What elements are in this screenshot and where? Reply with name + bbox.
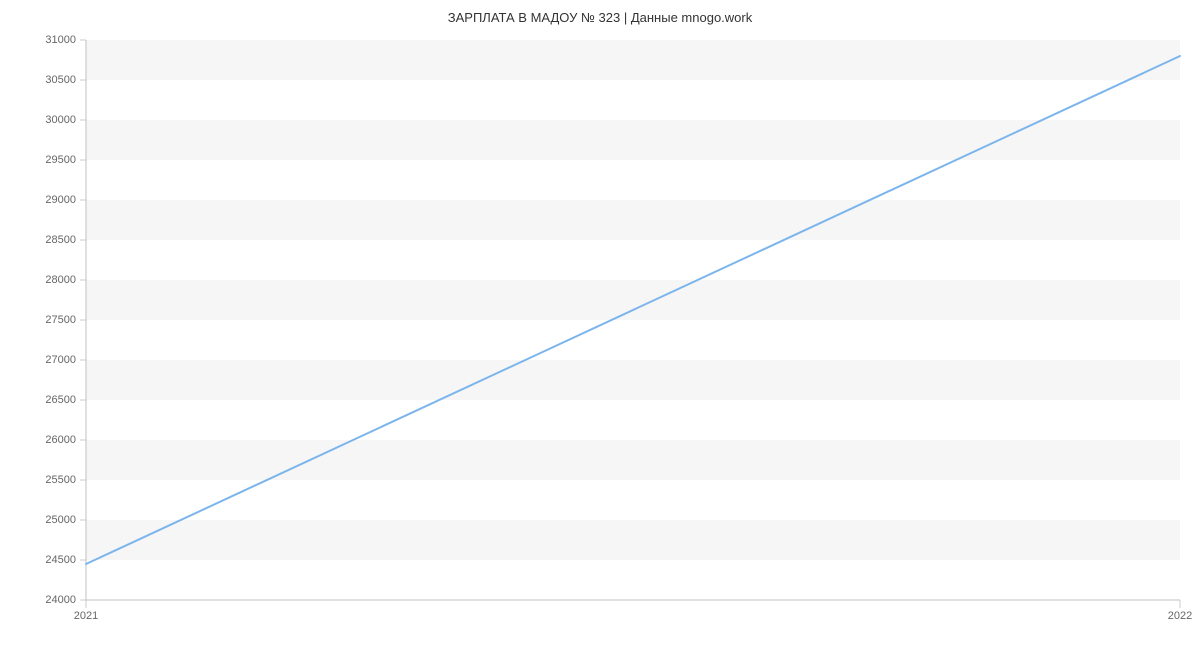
plot-band (86, 200, 1180, 240)
plot-band (86, 280, 1180, 320)
plot-band (86, 440, 1180, 480)
y-tick-label: 27000 (45, 354, 76, 366)
plot-band (86, 40, 1180, 80)
y-tick-label: 30500 (45, 74, 76, 86)
y-tick-label: 29000 (45, 194, 76, 206)
y-tick-label: 29500 (45, 154, 76, 166)
plot-band (86, 360, 1180, 400)
x-tick-label: 2022 (1168, 610, 1192, 622)
y-tick-label: 30000 (45, 114, 76, 126)
y-tick-label: 27500 (45, 314, 76, 326)
y-tick-label: 26000 (45, 434, 76, 446)
y-tick-label: 28000 (45, 274, 76, 286)
y-tick-label: 25000 (45, 514, 76, 526)
y-tick-label: 25500 (45, 474, 76, 486)
y-tick-label: 26500 (45, 394, 76, 406)
chart-svg: 24000 24500 25000 25500 26000 26500 27000 27500… (0, 0, 1200, 650)
salary-chart: ЗАРПЛАТА В МАДОУ № 323 | Данные mnogo.wo… (0, 0, 1200, 650)
x-tick-label: 2021 (74, 610, 98, 622)
y-tick-label: 24500 (45, 554, 76, 566)
plot-band (86, 120, 1180, 160)
plot-band (86, 520, 1180, 560)
y-tick-label: 31000 (45, 34, 76, 46)
y-tick-label: 24000 (45, 594, 76, 606)
chart-title: ЗАРПЛАТА В МАДОУ № 323 | Данные mnogo.wo… (0, 10, 1200, 25)
y-tick-label: 28500 (45, 234, 76, 246)
